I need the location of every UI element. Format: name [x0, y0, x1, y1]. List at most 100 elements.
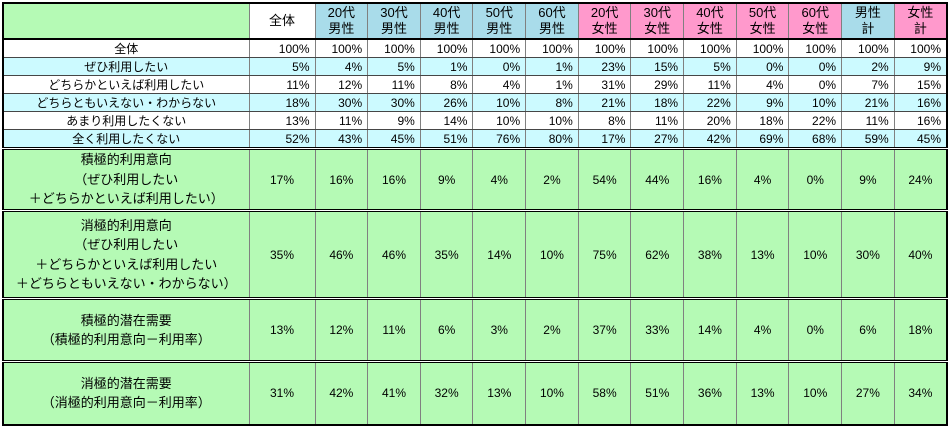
aggregate-value-cell: 34%	[893, 360, 948, 425]
aggregate-value-cell: 42%	[314, 360, 369, 425]
aggregate-value-cell: 9%	[841, 147, 895, 211]
row-label: 全体	[2, 38, 250, 58]
value-cell: 100%	[314, 38, 369, 58]
value-cell: 8%	[577, 111, 632, 130]
value-cell: 1%	[525, 57, 579, 76]
row-label: 全く利用したくない	[2, 129, 250, 149]
aggregate-row-label: 消極的潜在需要 （消極的利用意向－利用率）	[2, 360, 250, 425]
aggregate-value-cell: 4%	[735, 147, 790, 211]
value-cell: 21%	[841, 93, 895, 112]
value-cell: 0%	[788, 75, 843, 94]
value-cell: 21%	[577, 93, 632, 112]
table-row: ぜひ利用したい 5% 4% 5% 1% 0% 1% 23% 15% 5% 0% 0% 2% 9%	[2, 57, 948, 76]
value-cell: 11%	[841, 111, 895, 130]
aggregate-value-cell: 14%	[683, 297, 737, 362]
value-cell: 13%	[248, 111, 316, 130]
value-cell: 11%	[367, 75, 421, 94]
aggregate-value-cell: 40%	[893, 209, 948, 299]
value-cell: 100%	[577, 38, 632, 58]
value-cell: 20%	[683, 111, 737, 130]
value-cell: 16%	[893, 93, 948, 112]
value-cell: 7%	[841, 75, 895, 94]
aggregate-value-cell: 38%	[683, 209, 737, 299]
aggregate-value-cell: 6%	[419, 297, 474, 362]
value-cell: 8%	[419, 75, 474, 94]
column-header: 20代 女性	[577, 2, 632, 40]
value-cell: 22%	[683, 93, 737, 112]
value-cell: 100%	[683, 38, 737, 58]
column-header: 男性 計	[841, 2, 895, 40]
aggregate-value-cell: 17%	[248, 147, 316, 211]
value-cell: 100%	[630, 38, 685, 58]
value-cell: 5%	[248, 57, 316, 76]
value-cell: 11%	[683, 75, 737, 94]
aggregate-row: 積極的利用意向 （ぜひ利用したい ＋どちらかといえば利用したい） 17% 16% 16…	[2, 147, 948, 211]
value-cell: 51%	[419, 129, 474, 149]
column-header: 40代 女性	[683, 2, 737, 40]
aggregate-value-cell: 75%	[577, 209, 632, 299]
aggregate-value-cell: 41%	[367, 360, 421, 425]
row-label: あまり利用したくない	[2, 111, 250, 130]
value-cell: 15%	[630, 57, 685, 76]
aggregate-value-cell: 13%	[472, 360, 527, 425]
value-cell: 59%	[841, 129, 895, 149]
aggregate-value-cell: 10%	[525, 209, 579, 299]
value-cell: 29%	[630, 75, 685, 94]
value-cell: 11%	[248, 75, 316, 94]
value-cell: 10%	[472, 111, 527, 130]
aggregate-value-cell: 16%	[314, 147, 369, 211]
aggregate-row-label: 積極的利用意向 （ぜひ利用したい ＋どちらかといえば利用したい）	[2, 147, 250, 211]
value-cell: 31%	[577, 75, 632, 94]
aggregate-value-cell: 12%	[314, 297, 369, 362]
value-cell: 9%	[893, 57, 948, 76]
aggregate-value-cell: 9%	[419, 147, 474, 211]
aggregate-value-cell: 31%	[248, 360, 316, 425]
aggregate-value-cell: 24%	[893, 147, 948, 211]
value-cell: 5%	[683, 57, 737, 76]
aggregate-value-cell: 36%	[683, 360, 737, 425]
value-cell: 68%	[788, 129, 843, 149]
aggregate-value-cell: 58%	[577, 360, 632, 425]
aggregate-value-cell: 18%	[893, 297, 948, 362]
value-cell: 30%	[314, 93, 369, 112]
aggregate-value-cell: 16%	[683, 147, 737, 211]
aggregate-row-label: 消極的利用意向 （ぜひ利用したい ＋どちらかといえば利用したい ＋どちらともいえ…	[2, 209, 250, 299]
value-cell: 30%	[367, 93, 421, 112]
value-cell: 27%	[630, 129, 685, 149]
value-cell: 5%	[367, 57, 421, 76]
value-cell: 0%	[735, 57, 790, 76]
aggregate-value-cell: 14%	[472, 209, 527, 299]
aggregate-value-cell: 32%	[419, 360, 474, 425]
table-row: 全体 100% 100% 100% 100% 100% 100% 100% 100% 100% 10…	[2, 38, 948, 58]
value-cell: 9%	[367, 111, 421, 130]
value-cell: 23%	[577, 57, 632, 76]
value-cell: 2%	[841, 57, 895, 76]
value-cell: 9%	[735, 93, 790, 112]
value-cell: 100%	[525, 38, 579, 58]
aggregate-value-cell: 27%	[841, 360, 895, 425]
table-row: どちらかといえば利用したい 11% 12% 11% 8% 4% 1% 31% 29% 11% 4% 0…	[2, 75, 948, 94]
value-cell: 18%	[735, 111, 790, 130]
value-cell: 69%	[735, 129, 790, 149]
aggregate-value-cell: 33%	[630, 297, 685, 362]
value-cell: 14%	[419, 111, 474, 130]
column-header: 20代 男性	[314, 2, 369, 40]
value-cell: 43%	[314, 129, 369, 149]
column-header: 全体	[248, 2, 316, 40]
aggregate-value-cell: 35%	[248, 209, 316, 299]
value-cell: 11%	[314, 111, 369, 130]
aggregate-row: 積極的潜在需要 （積極的利用意向－利用率） 13% 12% 11% 6% 3% 2% 37% 3…	[2, 297, 948, 362]
column-header: 30代 男性	[367, 2, 421, 40]
value-cell: 16%	[893, 111, 948, 130]
value-cell: 17%	[577, 129, 632, 149]
aggregate-row: 消極的潜在需要 （消極的利用意向－利用率） 31% 42% 41% 32% 13% 10% 5…	[2, 360, 948, 425]
value-cell: 100%	[893, 38, 948, 58]
aggregate-value-cell: 2%	[525, 297, 579, 362]
value-cell: 80%	[525, 129, 579, 149]
value-cell: 4%	[472, 75, 527, 94]
table-row: どちらともいえない・わからない 18% 30% 30% 26% 10% 8% 21% 18% 22…	[2, 93, 948, 112]
value-cell: 76%	[472, 129, 527, 149]
column-header: 30代 女性	[630, 2, 685, 40]
